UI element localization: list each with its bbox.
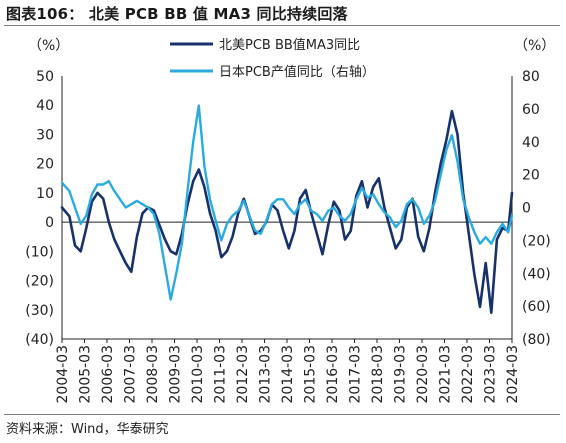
x-tick-label: 2016-03	[325, 345, 341, 404]
right-tick-label: (60)	[522, 299, 551, 315]
right-unit-label: （%）	[514, 38, 555, 54]
right-tick-label: (20)	[522, 233, 551, 249]
series-line-na-bb	[60, 109, 514, 314]
x-tick-label: 2023-03	[483, 345, 499, 404]
left-tick-label: (30)	[25, 303, 54, 319]
x-tick-label: 2017-03	[348, 345, 364, 404]
x-tick-label: 2012-03	[235, 345, 251, 404]
title-divider	[4, 25, 560, 26]
right-tick-label: 60	[522, 102, 540, 118]
left-tick-label: (20)	[25, 274, 54, 290]
left-tick-label: (40)	[25, 332, 54, 348]
left-unit-label: （%）	[28, 38, 69, 54]
x-tick-label: 2024-03	[505, 345, 521, 404]
figure-title: 图表106： 北美 PCB BB 值 MA3 同比持续回落	[6, 5, 348, 23]
left-tick-label: 30	[36, 127, 54, 143]
right-tick-label: 0	[522, 201, 531, 217]
line-chart: 50 40 30 20 10 0 (10) (20) (30) (40) 80 60 40 20 0 (20)…	[25, 37, 555, 404]
right-tick-label: 20	[522, 168, 540, 184]
legend-label: 日本PCB产值同比（右轴）	[219, 64, 375, 80]
right-tick-label: 80	[522, 69, 540, 85]
x-tick-label: 2006-03	[100, 345, 116, 404]
right-tick-label: (40)	[522, 266, 551, 282]
source-note: 资料来源：Wind，华泰研究	[6, 422, 169, 437]
series-line-japan-pcb	[60, 104, 514, 301]
x-tick-label: 2011-03	[213, 345, 229, 404]
x-tick-label: 2013-03	[258, 345, 274, 404]
x-tick-label: 2008-03	[145, 345, 161, 404]
x-tick-label: 2019-03	[393, 345, 409, 404]
left-tick-label: (10)	[25, 244, 54, 260]
footer-divider	[4, 414, 560, 415]
right-tick-label: 40	[522, 135, 540, 151]
left-tick-label: 20	[36, 157, 54, 173]
x-tick-label: 2009-03	[168, 345, 184, 404]
x-tick-label: 2018-03	[370, 345, 386, 404]
x-tick-label: 2015-03	[303, 345, 319, 404]
right-tick-label: (80)	[522, 332, 551, 348]
left-tick-label: 0	[45, 215, 54, 231]
x-tick-label: 2022-03	[460, 345, 476, 404]
x-tick-label: 2020-03	[415, 345, 431, 404]
x-tick-label: 2005-03	[78, 345, 94, 404]
x-tick-label: 2007-03	[123, 345, 139, 404]
legend-label: 北美PCB BB值MA3同比	[219, 37, 360, 53]
x-tick-label: 2021-03	[438, 345, 454, 404]
left-tick-label: 50	[36, 69, 54, 85]
left-tick-label: 10	[36, 186, 54, 202]
left-tick-label: 40	[36, 98, 54, 114]
x-tick-label: 2010-03	[190, 345, 206, 404]
x-tick-label: 2014-03	[280, 345, 296, 404]
x-tick-label: 2004-03	[55, 345, 71, 404]
